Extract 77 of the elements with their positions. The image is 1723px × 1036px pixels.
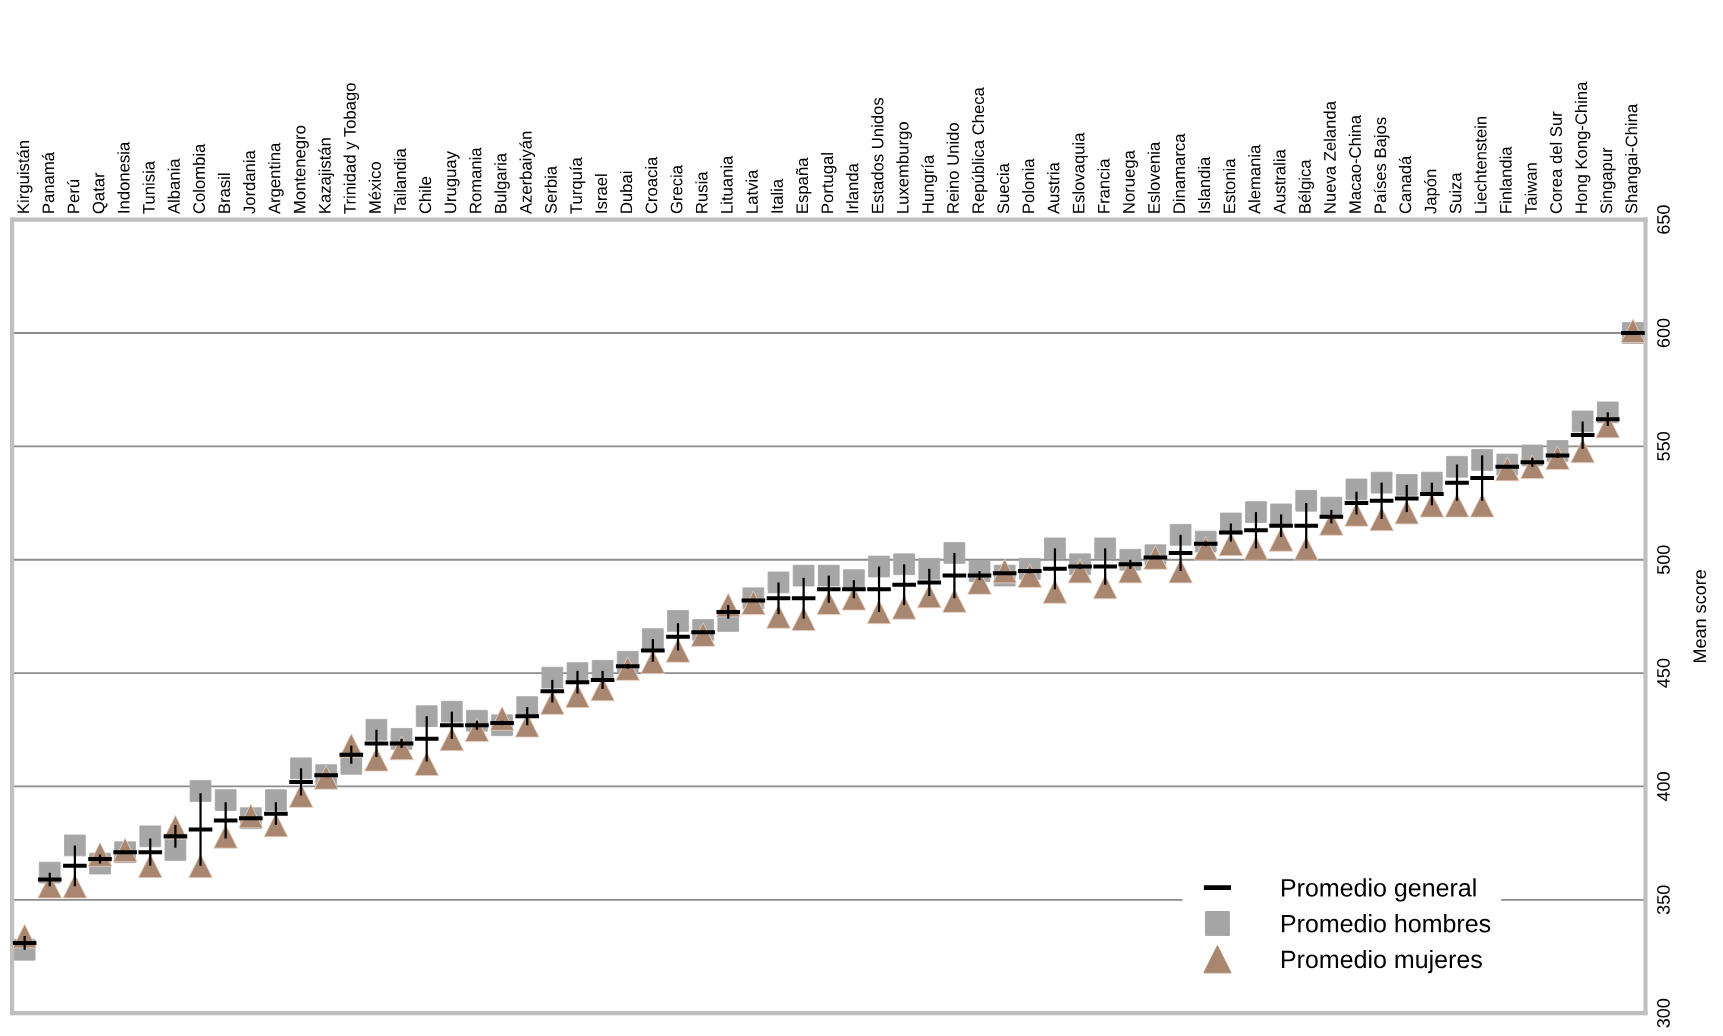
x-tick-label: Brasil bbox=[217, 173, 231, 213]
legend-label: Promedio mujeres bbox=[1281, 949, 1482, 974]
x-tick-label: Liechtenstein bbox=[1474, 116, 1487, 213]
x-tick-label: Shangai-China bbox=[1625, 103, 1641, 214]
y-tick-label: 350 bbox=[1657, 885, 1670, 915]
x-tick-label: España bbox=[795, 157, 812, 213]
x-tick-label: Israel bbox=[594, 174, 608, 213]
y-tick-label: 600 bbox=[1657, 318, 1670, 348]
x-tick-label: Albania bbox=[167, 158, 180, 215]
x-tick-label: Alemania bbox=[1248, 144, 1261, 215]
x-tick-label: República Checa bbox=[971, 87, 988, 213]
x-tick-label: Noruega bbox=[1123, 150, 1139, 213]
x-tick-label: Finlandia bbox=[1499, 146, 1512, 213]
x-tick-label: Bélgica bbox=[1298, 159, 1315, 213]
x-tick-label: Uruguay bbox=[444, 151, 460, 213]
x-tick-label: Dinamarca bbox=[1172, 133, 1186, 213]
x-tick-label: México bbox=[368, 161, 381, 213]
x-tick-label: Romania bbox=[469, 147, 482, 213]
x-tick-label: Dubai bbox=[619, 171, 633, 213]
x-tick-label: Estonia bbox=[1223, 158, 1236, 213]
x-tick-label: Macao-China bbox=[1348, 114, 1361, 213]
x-tick-label: Trinidad y Tobago bbox=[343, 83, 360, 214]
x-tick-label: Eslovenia bbox=[1147, 141, 1160, 213]
x-tick-label: Lituania bbox=[720, 155, 733, 213]
x-tick-label: Bulgaria bbox=[494, 152, 510, 213]
x-tick-label: Taiwan bbox=[1524, 163, 1537, 214]
x-tick-label: Kirguistán bbox=[16, 141, 33, 213]
x-tick-label: Jordania bbox=[243, 150, 256, 214]
y-tick-label: 450 bbox=[1657, 658, 1670, 688]
x-tick-label: Eslovaquia bbox=[1072, 132, 1088, 213]
x-tick-label: Tailandia bbox=[393, 148, 407, 214]
y-tick-label: 500 bbox=[1657, 545, 1670, 575]
x-tick-label: Luxemburgo bbox=[896, 122, 912, 213]
x-tick-label: Chile bbox=[418, 176, 432, 214]
y-tick-label: 650 bbox=[1657, 205, 1670, 234]
legend-label: Promedio general bbox=[1281, 878, 1476, 902]
x-tick-label: Irlanda bbox=[846, 163, 859, 213]
x-tick-label: Colombia bbox=[192, 143, 205, 214]
x-tick-label: Nueva Zelanda bbox=[1323, 101, 1336, 213]
x-tick-label: Hong Kong-China bbox=[1574, 81, 1591, 213]
x-tick-label: Canadá bbox=[1398, 155, 1412, 214]
x-tick-label: Suiza bbox=[1449, 172, 1462, 214]
x-tick-label: Australia bbox=[1273, 149, 1286, 215]
x-tick-label: Perú bbox=[66, 179, 80, 213]
x-tick-label: Francia bbox=[1097, 158, 1110, 213]
x-tick-label: Montenegro bbox=[293, 125, 309, 213]
x-tick-label: Kazajistán bbox=[318, 138, 335, 213]
x-tick-label: Suecia bbox=[996, 163, 1010, 214]
legend-label: Promedio hombres bbox=[1281, 914, 1491, 933]
x-tick-label: Países Bajos bbox=[1373, 117, 1390, 213]
x-tick-label: Latvia bbox=[745, 169, 758, 213]
x-tick-label: Polonia bbox=[1022, 158, 1035, 213]
x-tick-label: Italia bbox=[770, 178, 783, 213]
y-tick-label: 550 bbox=[1657, 432, 1670, 461]
x-tick-label: Islandia bbox=[1197, 156, 1211, 213]
x-tick-label: Argentina bbox=[268, 142, 284, 215]
y-axis-title: Mean score bbox=[1693, 570, 1707, 663]
x-tick-label: Hungría bbox=[921, 154, 938, 213]
x-tick-label: Qatar bbox=[92, 172, 108, 214]
x-tick-label: Azerbaiyán bbox=[519, 131, 536, 215]
x-tick-label: Panamá bbox=[41, 152, 55, 213]
x-tick-label: Tunisia bbox=[142, 160, 155, 214]
y-tick-label: 300 bbox=[1657, 998, 1670, 1028]
x-tick-label: Croacia bbox=[645, 156, 658, 214]
x-tick-label: Reino Unido bbox=[946, 123, 959, 213]
x-tick-label: Serbia bbox=[544, 165, 557, 214]
x-tick-label: Rusia bbox=[695, 171, 708, 213]
x-tick-label: Singapur bbox=[1600, 147, 1616, 214]
x-tick-label: Turquía bbox=[569, 157, 586, 214]
x-tick-label: Corea del Sur bbox=[1549, 111, 1562, 214]
x-tick-label: Grecia bbox=[670, 164, 683, 214]
y-tick-label: 400 bbox=[1657, 772, 1670, 802]
x-tick-label: Japón bbox=[1424, 169, 1440, 214]
x-tick-label: Indonesia bbox=[117, 141, 130, 213]
x-tick-label: Portugal bbox=[820, 153, 837, 213]
x-tick-label: Estados Unidos bbox=[871, 97, 884, 213]
x-tick-label: Austria bbox=[1047, 162, 1060, 215]
